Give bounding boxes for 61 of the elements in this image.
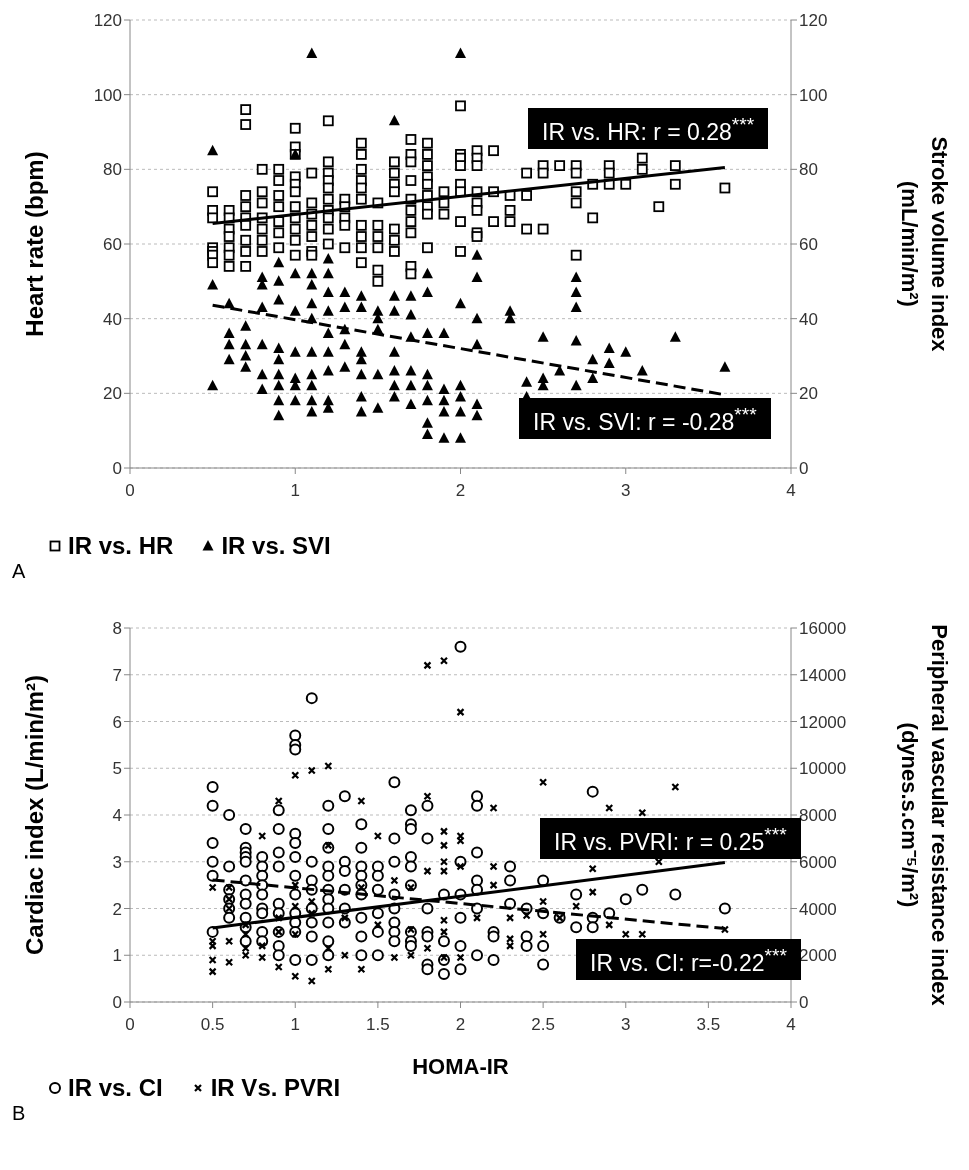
y2-tick-label: 120 [799,11,828,31]
y2-tick-label: 0 [799,459,809,479]
x-tick-label: 2 [455,481,466,501]
x-axis-title: HOMA-IR [412,1054,509,1079]
y2-tick-label: 4000 [799,899,837,919]
y-axis-title: Cardiac index (L/min/m²) [20,674,48,956]
x-tick-label: 1.5 [366,1015,390,1035]
y2-tick-label: 8000 [799,806,837,826]
y2-tick-label: 40 [799,309,818,329]
y2-axis-title: Peripheral vascular resistance index (dynes.s.cm⁻⁵/m²) [896,624,952,1007]
y2-tick-label: 16000 [799,619,847,639]
text: A [11,560,27,583]
x-tick-label: 0 [125,481,135,501]
y-tick-label: 60 [103,235,122,255]
y-tick-label: 20 [103,384,122,404]
annotation: IR vs. HR: r = 0.28$^{***}$ [528,108,769,149]
y-tick-label: 0 [112,459,122,479]
legend-label: IR vs. CI [68,1074,163,1102]
y2-tick-label: 14000 [799,665,847,685]
x-tick-label: 1 [290,481,300,501]
y-tick-label: 0 [112,993,122,1013]
x-tick-label: 3 [621,481,631,501]
y-tick-label: 4 [112,806,122,826]
x-tick-label: 0 [125,1015,135,1035]
y-tick-label: 3 [112,852,122,872]
x-tick-label: 2 [455,1015,466,1035]
legend-label: IR vs. HR [68,532,174,560]
y2-tick-label: 2000 [799,946,837,966]
y2-tick-label: 80 [799,160,818,180]
y2-tick-label: 6000 [799,852,837,872]
x-tick-label: 0.5 [200,1015,225,1035]
y-tick-label: 1 [112,946,122,966]
y-tick-label: 8 [112,619,122,639]
y-tick-label: 100 [93,85,122,105]
annotation: IR vs. SVI: r = -0.28$^{***}$ [519,398,771,439]
y-tick-label: 6 [112,712,122,732]
y2-tick-label: 20 [799,384,818,404]
y-tick-label: 40 [103,309,122,329]
x-tick-label: 3.5 [696,1015,721,1035]
y2-tick-label: 100 [799,85,828,105]
text: B [11,1102,27,1125]
x-tick-label: 1 [290,1015,300,1035]
y-tick-label: 120 [93,11,122,31]
x-tick-label: 2.5 [531,1015,555,1035]
y2-axis-title: Stroke volume index (mL/min/m²) [896,136,952,353]
legend-label: IR Vs. PVRI [210,1074,341,1102]
y2-tick-label: 60 [799,235,818,255]
y2-tick-label: 0 [799,993,809,1013]
y-tick-label: 80 [103,160,122,180]
y-axis-title: Heart rate (bpm) [20,151,48,337]
y-tick-label: 2 [112,899,122,919]
annotation: IR vs. CI: r=-0.22$^{***}$ [576,939,801,980]
x-tick-label: 4 [786,1015,796,1035]
y2-tick-label: 10000 [799,759,847,779]
x-tick-label: 4 [786,481,796,501]
y-tick-label: 7 [112,665,122,685]
y2-tick-label: 12000 [799,712,847,732]
x-tick-label: 3 [621,1015,631,1035]
legend-label: IR vs. SVI [221,532,331,560]
annotation: IR vs. PVRI: r = 0.25$^{***}$ [540,818,801,859]
y-tick-label: 5 [112,759,122,779]
